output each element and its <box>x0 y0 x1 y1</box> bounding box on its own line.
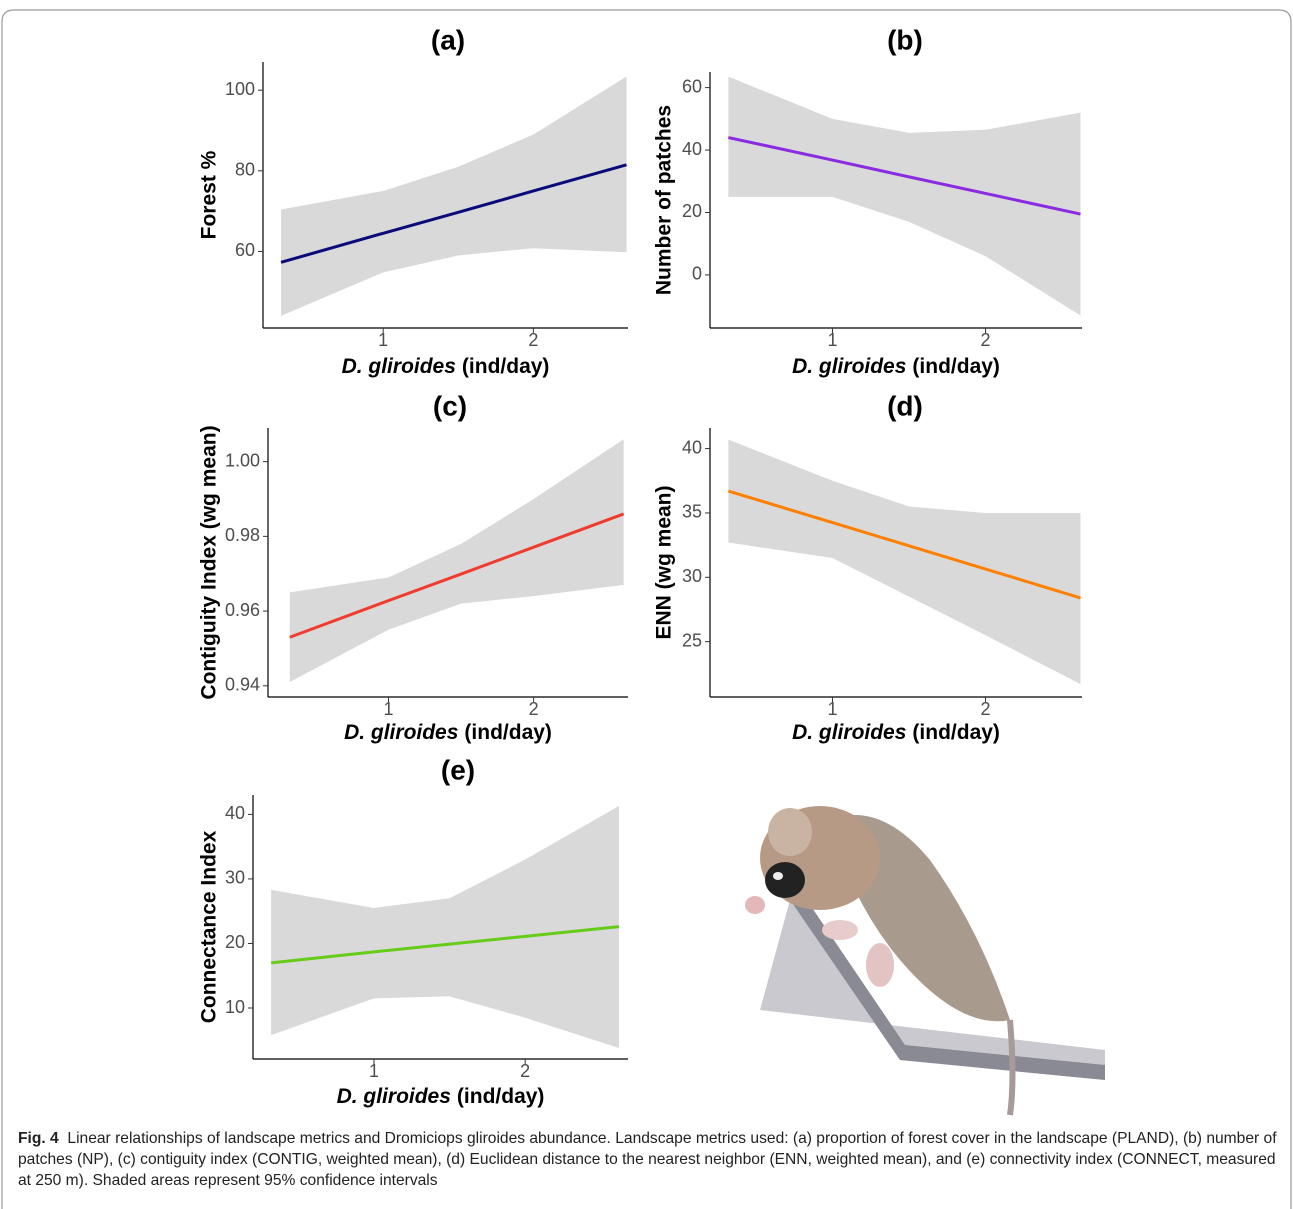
y-tick-label: 0 <box>692 264 702 284</box>
caption: Fig. 4 Linear relationships of landscape… <box>18 1128 1280 1191</box>
x-tick-label: 1 <box>378 330 388 350</box>
x-axis-label: D. gliroides (ind/day) <box>792 355 1000 378</box>
y-tick-label: 40 <box>225 803 245 823</box>
chart-title: (b) <box>887 24 923 55</box>
fit-line <box>270 925 620 965</box>
confidence-band <box>271 805 619 1049</box>
x-tick-label: 2 <box>520 1061 530 1081</box>
chart-title: (e) <box>441 754 475 785</box>
x-tick-label: 2 <box>528 330 538 350</box>
y-axis-label: Connectance Index <box>198 830 221 1023</box>
confidence-band <box>281 76 627 316</box>
x-tick-label: 2 <box>981 330 991 350</box>
y-tick-label: 10 <box>225 997 245 1017</box>
x-axis-label: D. gliroides (ind/day) <box>342 355 550 378</box>
x-axis-label-species: D. gliroides <box>792 355 906 378</box>
x-axis-label-unit: (ind/day) <box>912 355 1000 378</box>
chart-title: (a) <box>431 24 465 55</box>
y-tick-label: 20 <box>682 201 702 221</box>
chart-title: (d) <box>887 390 923 421</box>
confidence-band <box>728 439 1081 685</box>
x-tick-label: 1 <box>383 699 393 719</box>
photo <box>745 806 1105 1116</box>
y-tick-label: 0.96 <box>225 600 260 620</box>
x-tick-label: 1 <box>369 1061 379 1081</box>
y-axis-label: Number of patches <box>653 105 676 295</box>
x-axis-label-species: D. gliroides <box>344 721 458 744</box>
fit-line <box>280 163 627 264</box>
y-tick-label: 60 <box>235 240 255 260</box>
y-axis-label: ENN (wg mean) <box>653 485 676 639</box>
x-axis-label-unit: (ind/day) <box>462 355 550 378</box>
caption-text: Linear relationships of landscape metric… <box>18 1130 1277 1189</box>
y-tick-label: 0.94 <box>225 675 260 695</box>
y-tick-label: 25 <box>682 630 702 650</box>
x-tick-label: 1 <box>827 699 837 719</box>
x-axis-label-species: D. gliroides <box>342 355 456 378</box>
x-axis-label-unit: (ind/day) <box>464 721 552 744</box>
frame <box>1 9 1292 1209</box>
y-tick-label: 40 <box>682 139 702 159</box>
x-axis-label: D. gliroides (ind/day) <box>344 721 552 744</box>
fit-line <box>289 512 625 639</box>
y-tick-label: 60 <box>682 76 702 96</box>
x-axis-label: D. gliroides (ind/day) <box>792 721 1000 744</box>
y-tick-label: 80 <box>235 160 255 180</box>
y-tick-label: 1.00 <box>225 450 260 470</box>
x-axis-label-species: D. gliroides <box>337 1085 451 1108</box>
y-tick-label: 40 <box>682 437 702 457</box>
confidence-band <box>289 439 624 683</box>
y-tick-label: 20 <box>225 932 245 952</box>
x-tick-label: 1 <box>827 330 837 350</box>
caption-label: Fig. 4 <box>18 1130 59 1147</box>
x-axis-label-species: D. gliroides <box>792 721 906 744</box>
x-axis-label-unit: (ind/day) <box>457 1085 545 1108</box>
x-axis-label: D. gliroides (ind/day) <box>337 1085 545 1108</box>
fit-line <box>728 136 1081 216</box>
fit-line <box>727 489 1081 600</box>
x-tick-label: 2 <box>981 699 991 719</box>
y-tick-label: 30 <box>225 868 245 888</box>
confidence-band <box>728 76 1081 316</box>
x-tick-label: 2 <box>529 699 539 719</box>
y-tick-label: 0.98 <box>225 525 260 545</box>
chart-title: (c) <box>433 390 467 421</box>
x-axis-label-unit: (ind/day) <box>912 721 1000 744</box>
y-tick-label: 30 <box>682 566 702 586</box>
y-tick-label: 100 <box>225 79 255 99</box>
y-axis-label: Contiguity Index (wg mean) <box>198 425 221 699</box>
y-axis-label: Forest % <box>198 150 221 239</box>
y-tick-label: 35 <box>682 502 702 522</box>
